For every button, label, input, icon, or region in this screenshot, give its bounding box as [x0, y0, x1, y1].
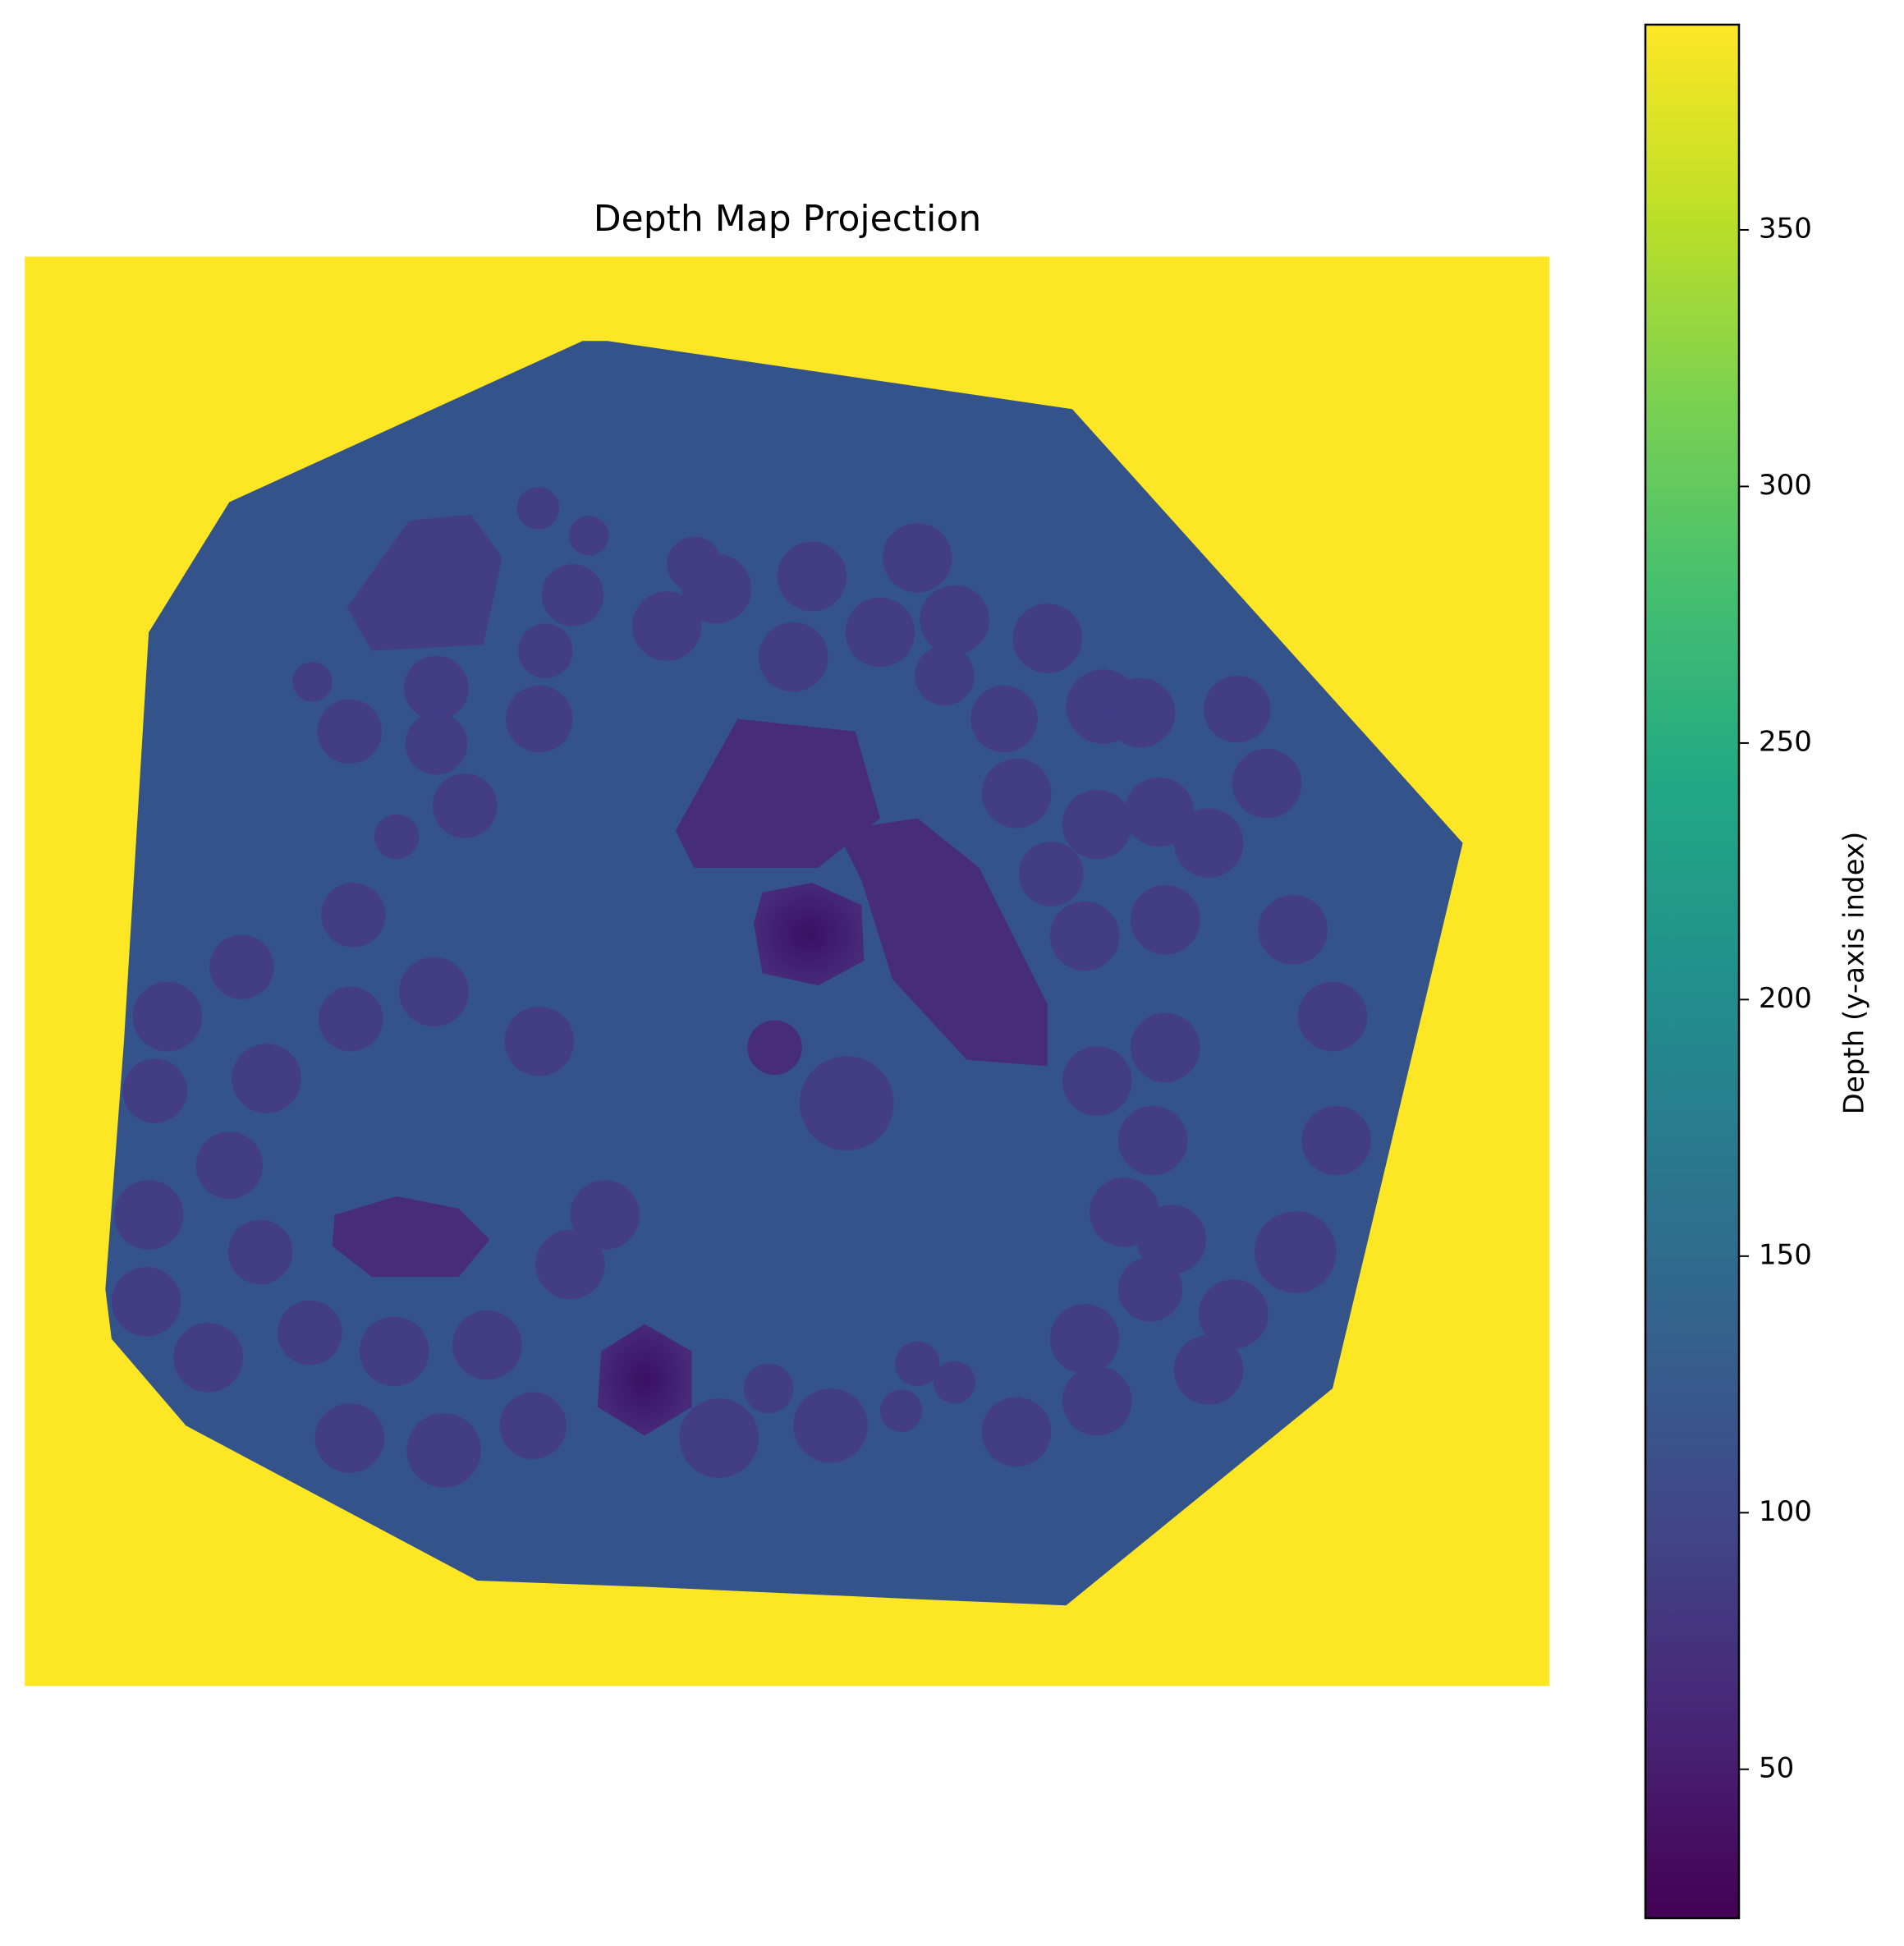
colorbar-tick-label: 350 [1759, 212, 1812, 245]
chart-title: Depth Map Projection [594, 198, 981, 240]
colorbar-tick-label: 50 [1759, 1751, 1794, 1784]
colorbar-label: Depth (y-axis index) [1838, 832, 1871, 1115]
colorbar-tick-label: 100 [1759, 1495, 1812, 1528]
colorbar-tick-label: 150 [1759, 1238, 1812, 1271]
colorbar-tick-label: 300 [1759, 469, 1812, 502]
objects [111, 487, 1371, 1488]
colorbar-tick-label: 200 [1759, 982, 1812, 1015]
colorbar-tick-label: 250 [1759, 725, 1812, 758]
heatmap-image [25, 256, 1550, 1687]
colorbar [1644, 23, 1741, 1920]
